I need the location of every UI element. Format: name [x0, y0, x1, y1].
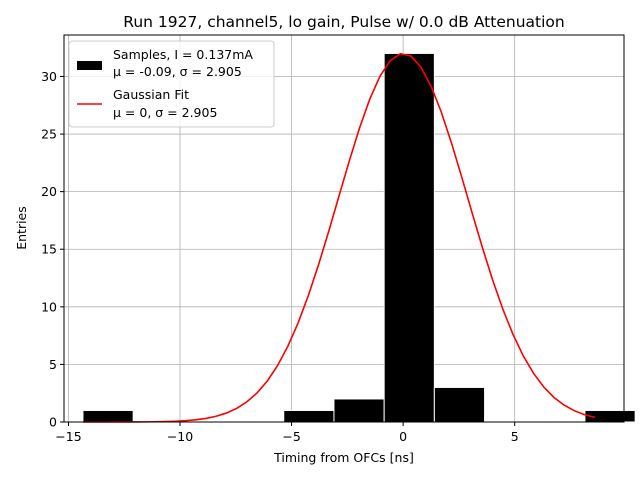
x-tick-label: 5: [511, 429, 519, 444]
plot-frame: [63, 34, 625, 423]
legend-label-samples: Samples, I = 0.137mA: [113, 47, 253, 62]
x-axis-label: Timing from OFCs [ns]: [273, 450, 414, 465]
legend-stats-fit: μ = 0, σ = 2.905: [113, 105, 217, 120]
y-axis-label: Entries: [14, 206, 29, 250]
y-axis-ticks: 0 5 10 15 20 25 30: [41, 69, 64, 430]
legend: Samples, I = 0.137mA μ = -0.09, σ = 2.90…: [68, 40, 275, 128]
legend-swatch-samples: [77, 61, 102, 70]
legend-stats-samples: μ = -0.09, σ = 2.905: [113, 64, 242, 79]
y-tick-label: 15: [41, 242, 57, 257]
histogram-bar: [82, 409, 134, 423]
legend-box: [68, 40, 275, 128]
chart-title: Run 1927, channel5, lo gain, Pulse w/ 0.…: [123, 13, 564, 31]
legend-label-fit: Gaussian Fit: [113, 87, 189, 102]
x-tick-label: −10: [167, 429, 193, 444]
histogram-bars: [82, 52, 636, 423]
x-tick-label: −15: [55, 429, 81, 444]
gaussian-fit-curve: [82, 52, 596, 423]
histogram-bar: [433, 386, 486, 423]
x-tick-label: −5: [282, 429, 300, 444]
y-tick-label: 20: [41, 184, 57, 199]
gaussian-fit: [82, 52, 596, 423]
y-tick-label: 10: [41, 299, 57, 314]
x-tick-label: 0: [399, 429, 407, 444]
y-tick-label: 5: [49, 357, 57, 372]
histogram-bar: [283, 409, 335, 423]
histogram-bar: [333, 398, 385, 423]
x-axis-ticks: −15 −10 −5 0 5: [55, 422, 519, 444]
y-tick-label: 0: [49, 415, 57, 430]
histogram-bar: [383, 52, 435, 423]
y-tick-label: 25: [41, 127, 57, 142]
y-tick-label: 30: [41, 69, 57, 84]
